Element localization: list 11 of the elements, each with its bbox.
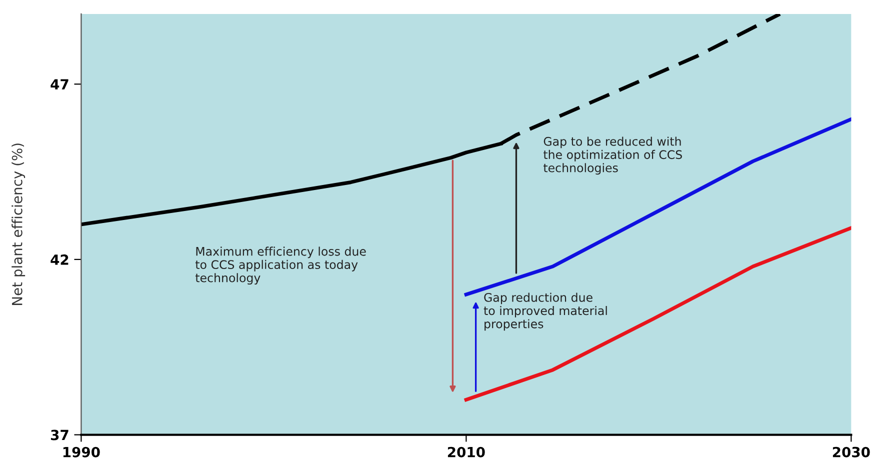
x-tick-label: 2030 (832, 446, 870, 458)
annotation: Maximum efficiency loss due to CCS application as today technology (195, 246, 366, 285)
y-axis-title: Net plant efficiency (%) (12, 144, 26, 306)
x-tick-label: 1990 (63, 446, 100, 458)
x-tick-label: 2010 (448, 446, 485, 458)
y-tick-label: 42 (50, 254, 68, 265)
annotation: Gap to be reduced with the optimization of CCS technologies (544, 136, 682, 175)
y-tick-label: 37 (50, 430, 68, 440)
line-series (464, 226, 852, 402)
y-tick-label: 47 (50, 79, 68, 90)
annotation: Gap reduction due to improved material properties (484, 292, 607, 331)
